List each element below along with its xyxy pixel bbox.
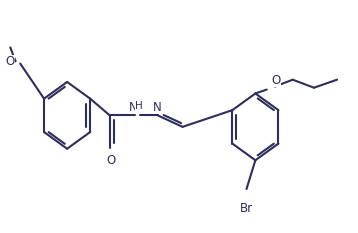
Text: N: N [153, 101, 162, 114]
Text: O: O [271, 74, 281, 87]
Text: N: N [129, 101, 137, 114]
Text: H: H [135, 101, 143, 111]
Text: O: O [106, 154, 115, 168]
Text: O: O [6, 55, 15, 68]
Text: Br: Br [240, 202, 253, 215]
